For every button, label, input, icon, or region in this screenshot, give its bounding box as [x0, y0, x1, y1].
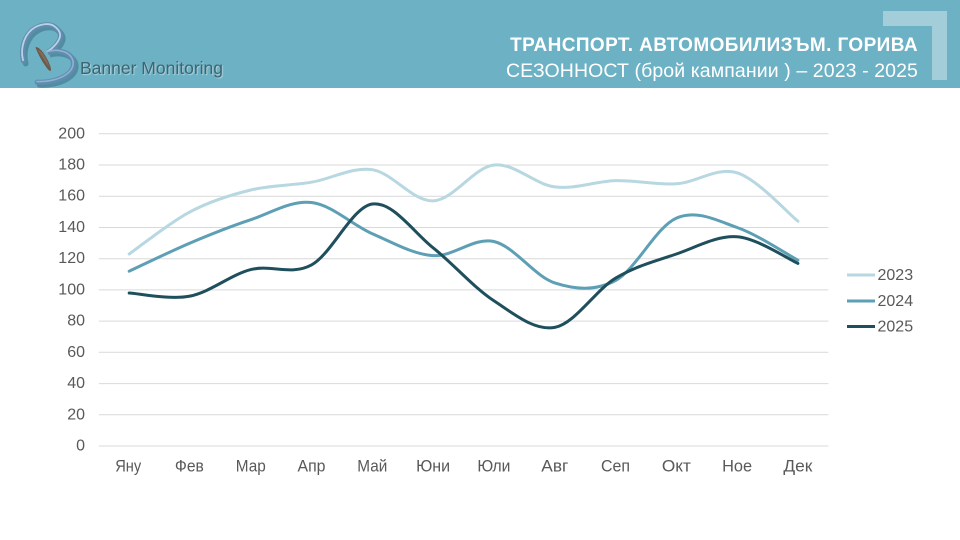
svg-text:Окт: Окт: [662, 457, 691, 475]
svg-text:Фев: Фев: [175, 457, 204, 475]
svg-text:Юли: Юли: [477, 457, 510, 475]
svg-text:2025: 2025: [878, 318, 914, 335]
svg-text:2024: 2024: [878, 293, 914, 310]
svg-text:0: 0: [76, 438, 85, 455]
svg-text:120: 120: [58, 250, 85, 267]
svg-text:Ное: Ное: [722, 457, 752, 475]
svg-text:Апр: Апр: [298, 457, 326, 475]
svg-text:180: 180: [58, 157, 85, 174]
svg-text:Яну: Яну: [115, 457, 142, 475]
svg-text:Май: Май: [357, 457, 387, 475]
svg-text:80: 80: [67, 313, 85, 330]
svg-text:200: 200: [58, 125, 85, 142]
svg-text:20: 20: [67, 406, 85, 423]
svg-text:2023: 2023: [878, 267, 914, 284]
svg-text:Мар: Мар: [236, 457, 266, 475]
svg-text:100: 100: [58, 281, 85, 298]
svg-text:Авг: Авг: [541, 457, 568, 475]
svg-text:Юни: Юни: [416, 457, 450, 475]
svg-text:Дек: Дек: [783, 457, 813, 475]
svg-text:140: 140: [58, 219, 85, 236]
svg-text:60: 60: [67, 344, 85, 361]
svg-text:Сеп: Сеп: [601, 457, 630, 475]
svg-text:40: 40: [67, 375, 85, 392]
svg-text:160: 160: [58, 188, 85, 205]
